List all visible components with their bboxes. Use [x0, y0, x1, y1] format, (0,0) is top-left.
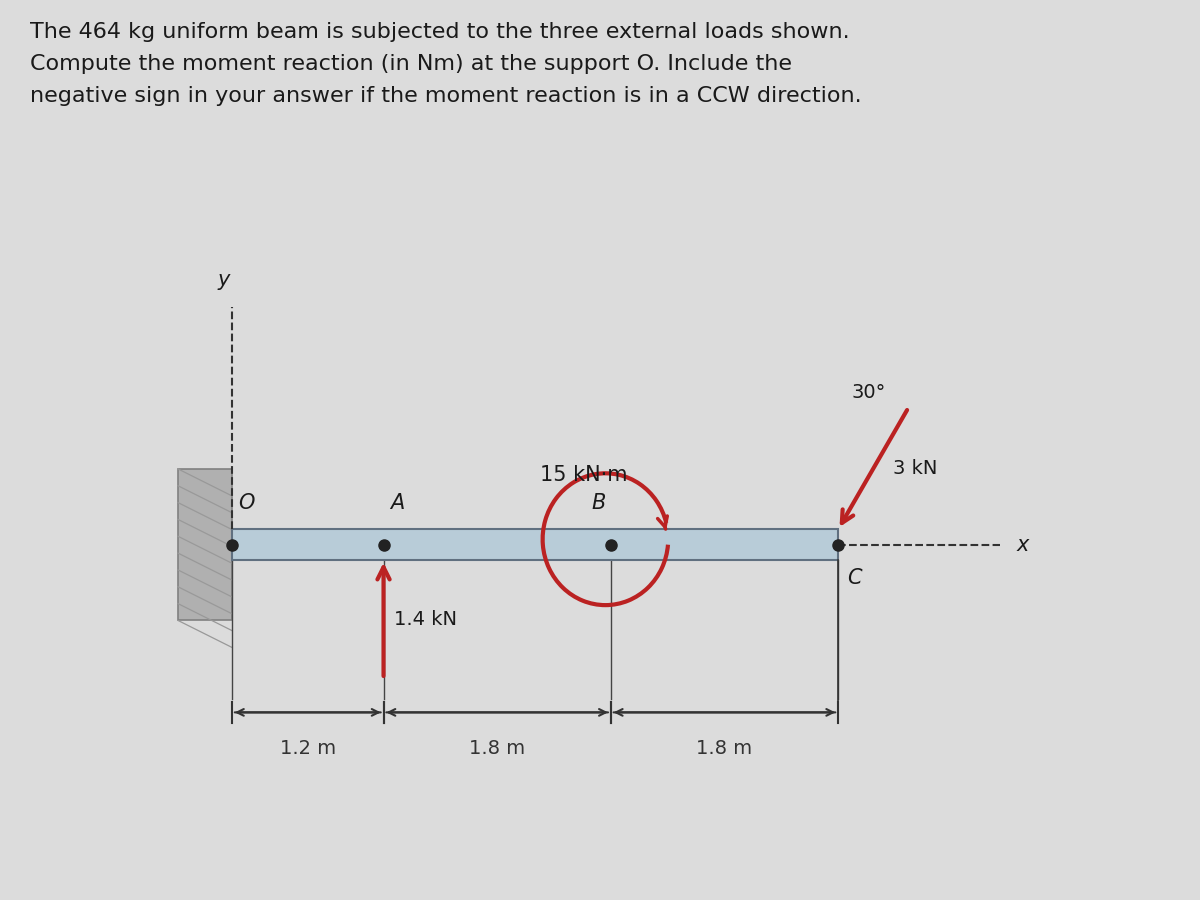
Text: 3 kN: 3 kN	[893, 459, 937, 478]
Text: 30°: 30°	[851, 383, 886, 402]
Text: 1.8 m: 1.8 m	[469, 740, 526, 759]
Text: y: y	[217, 270, 229, 291]
Bar	[232, 529, 838, 560]
Text: O: O	[239, 493, 254, 513]
Text: negative sign in your answer if the moment reaction is in a CCW direction.: negative sign in your answer if the mome…	[30, 86, 862, 105]
Bar	[178, 469, 232, 620]
Text: The 464 kg uniform beam is subjected to the three external loads shown.: The 464 kg uniform beam is subjected to …	[30, 22, 850, 42]
Text: 1.4 kN: 1.4 kN	[395, 610, 457, 629]
Text: 15 kN·m: 15 kN·m	[540, 464, 628, 484]
Text: A: A	[390, 493, 404, 513]
Text: x: x	[1016, 535, 1030, 554]
Text: B: B	[592, 493, 606, 513]
Text: C: C	[847, 569, 862, 589]
Text: 1.2 m: 1.2 m	[280, 740, 336, 759]
Text: Compute the moment reaction (in Nm) at the support O. Include the: Compute the moment reaction (in Nm) at t…	[30, 54, 792, 74]
Text: 1.8 m: 1.8 m	[696, 740, 752, 759]
